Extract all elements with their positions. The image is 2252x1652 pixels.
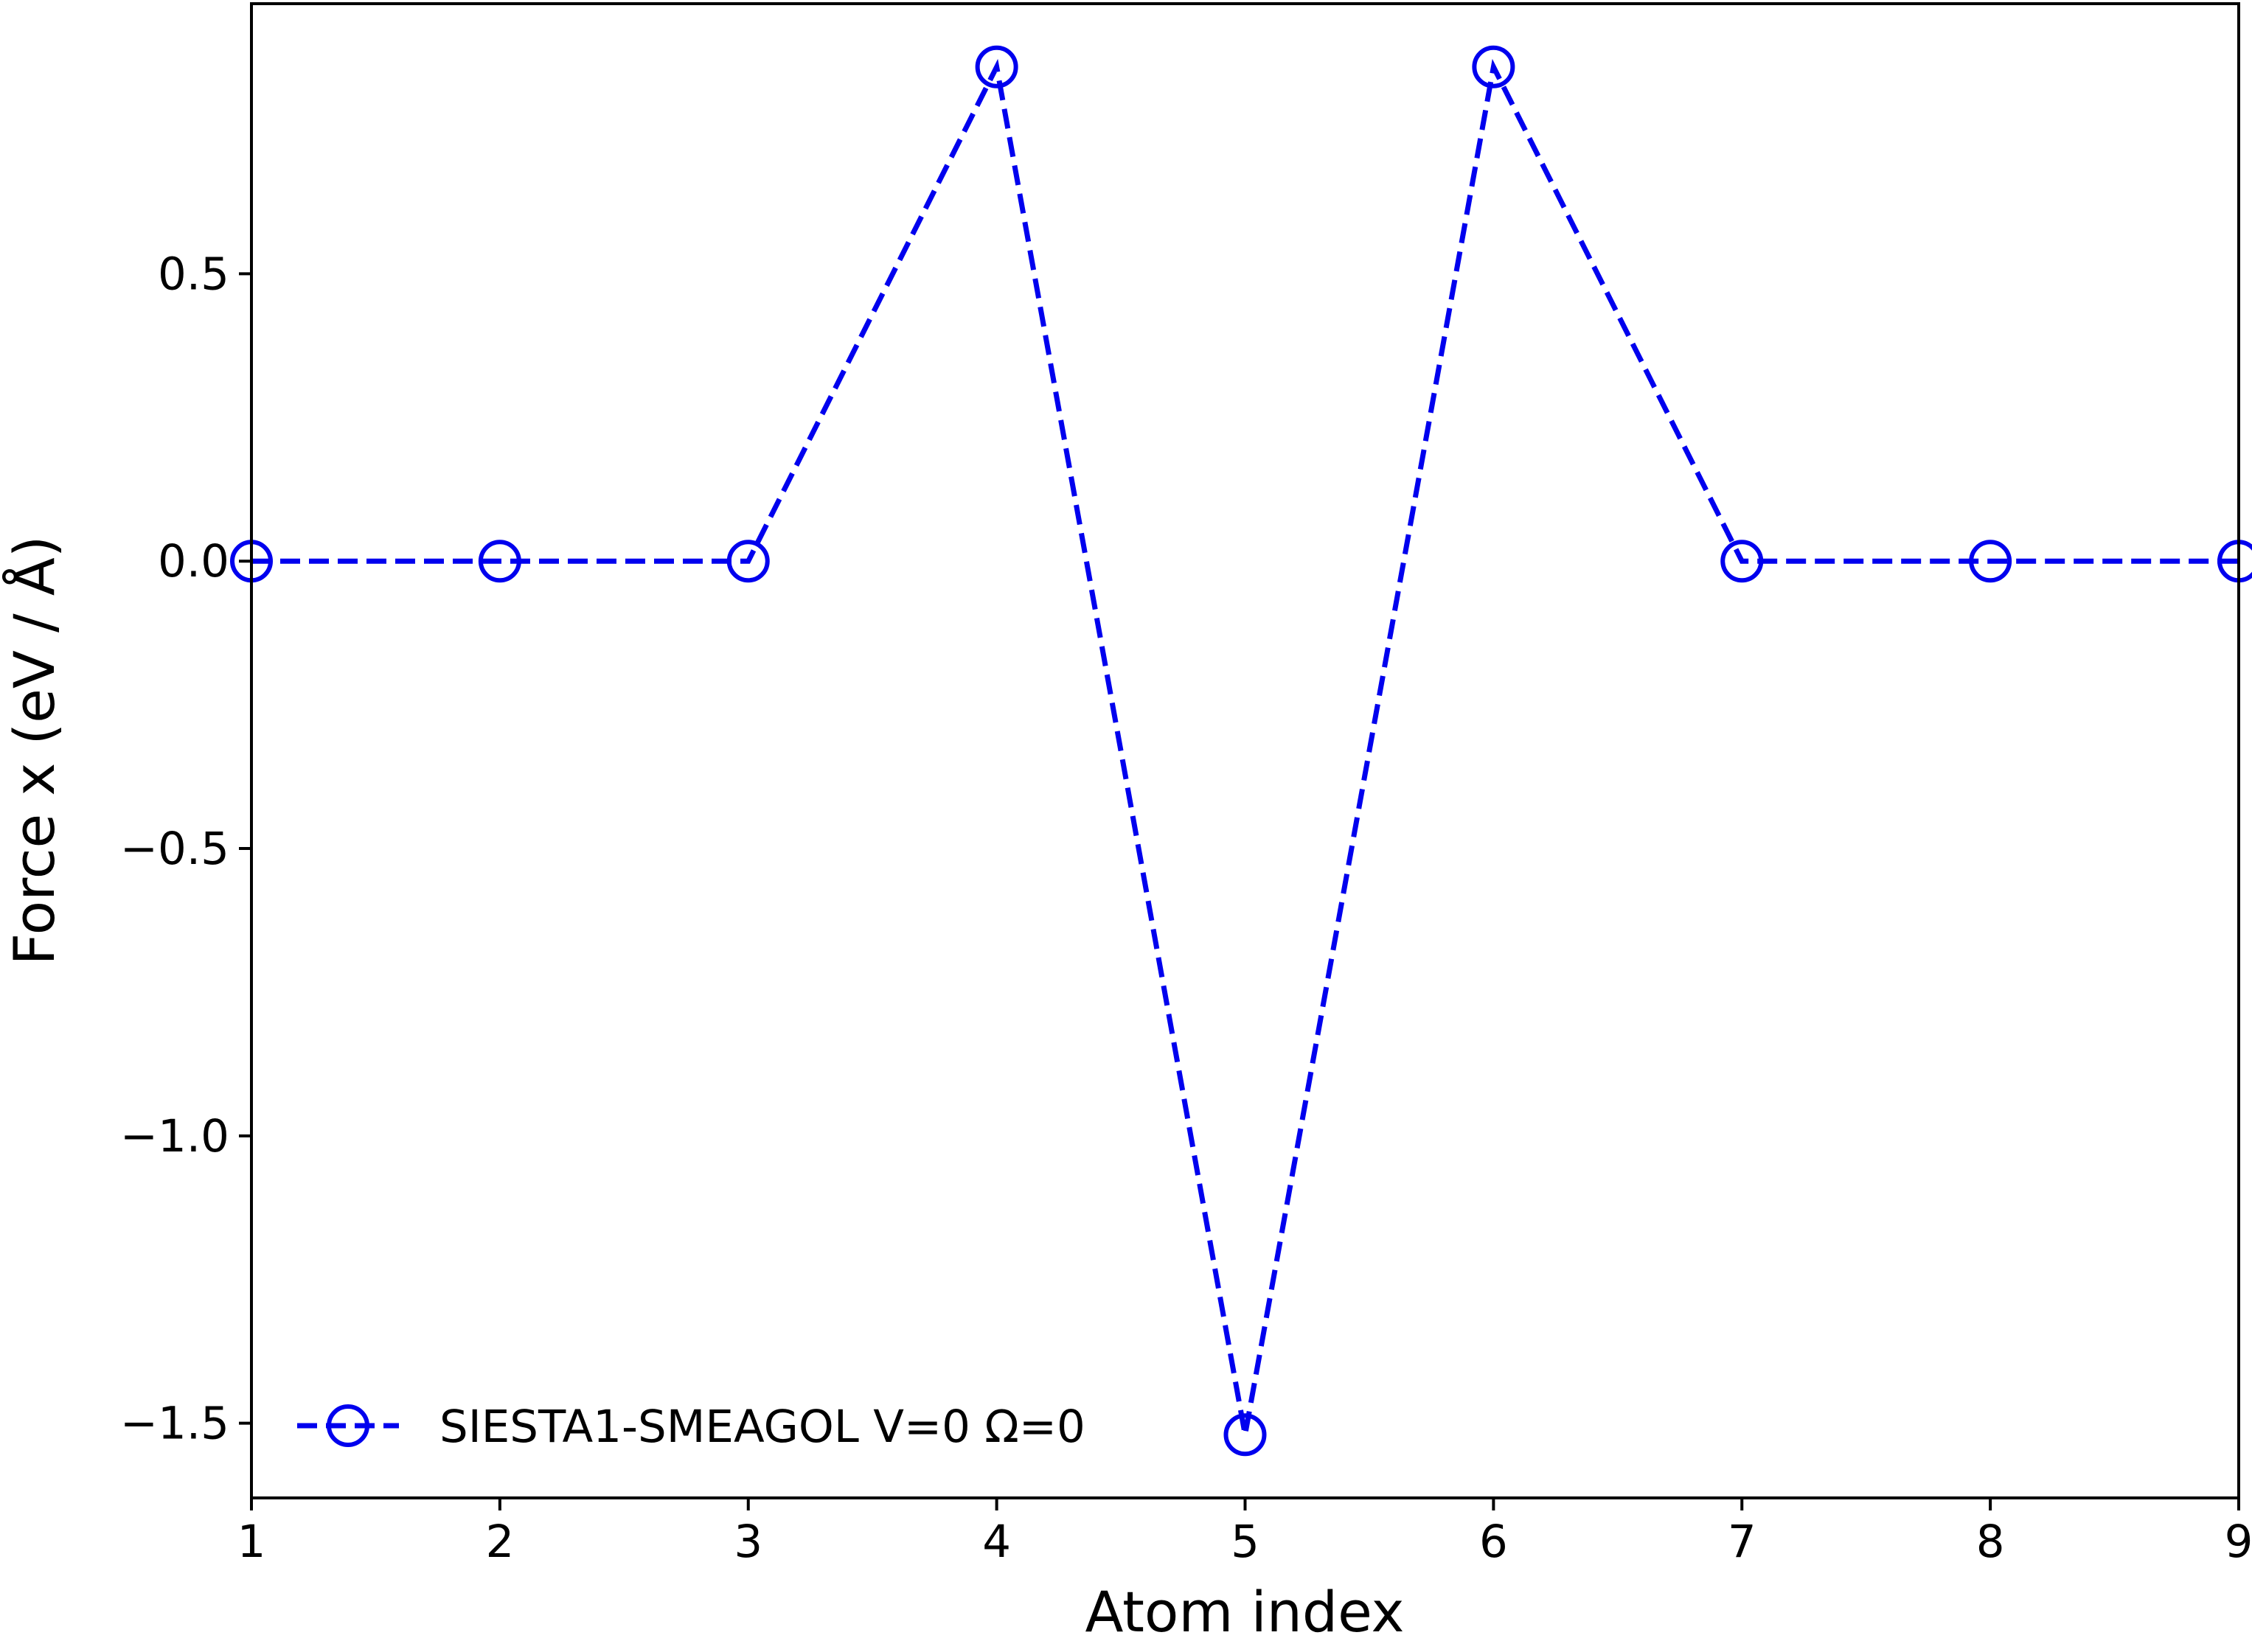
x-tick-label: 2 bbox=[485, 1516, 514, 1568]
x-tick-label: 9 bbox=[2225, 1516, 2252, 1568]
data-point bbox=[1472, 45, 1515, 88]
x-tick-label: 5 bbox=[1231, 1516, 1259, 1568]
y-tick-label: 0.0 bbox=[158, 535, 229, 588]
y-tick-label: 0.5 bbox=[158, 248, 229, 300]
x-tick-label: 8 bbox=[1976, 1516, 2005, 1568]
data-point bbox=[1223, 1413, 1267, 1457]
legend-marker-sample bbox=[327, 1404, 369, 1447]
y-axis-label: Force x (eV / Å) bbox=[1, 536, 67, 966]
x-axis-ticks: 1 2 3 4 5 6 7 8 9 bbox=[237, 1498, 2252, 1568]
legend: SIESTA1-SMEAGOL V=0 Ω=0 bbox=[297, 1401, 1085, 1453]
y-tick-label: −1.0 bbox=[120, 1110, 229, 1163]
x-axis-label: Atom index bbox=[1085, 1579, 1404, 1645]
y-tick-label: −1.5 bbox=[120, 1398, 229, 1450]
x-tick-label: 1 bbox=[237, 1516, 266, 1568]
y-axis-ticks: 0.5 0.0 −0.5 −1.0 −1.5 bbox=[120, 248, 251, 1450]
x-tick-label: 7 bbox=[1728, 1516, 1756, 1568]
legend-label: SIESTA1-SMEAGOL V=0 Ω=0 bbox=[439, 1401, 1085, 1453]
series-line bbox=[251, 58, 2239, 1435]
x-tick-label: 3 bbox=[734, 1516, 762, 1568]
y-tick-label: −0.5 bbox=[120, 823, 229, 875]
data-point bbox=[975, 45, 1018, 88]
data-point bbox=[726, 540, 770, 583]
x-tick-label: 6 bbox=[1479, 1516, 1508, 1568]
data-point bbox=[1720, 540, 1764, 583]
plot-marks bbox=[230, 45, 2252, 1457]
data-point bbox=[1969, 540, 2012, 583]
data-point bbox=[478, 540, 521, 583]
x-tick-label: 4 bbox=[982, 1516, 1011, 1568]
